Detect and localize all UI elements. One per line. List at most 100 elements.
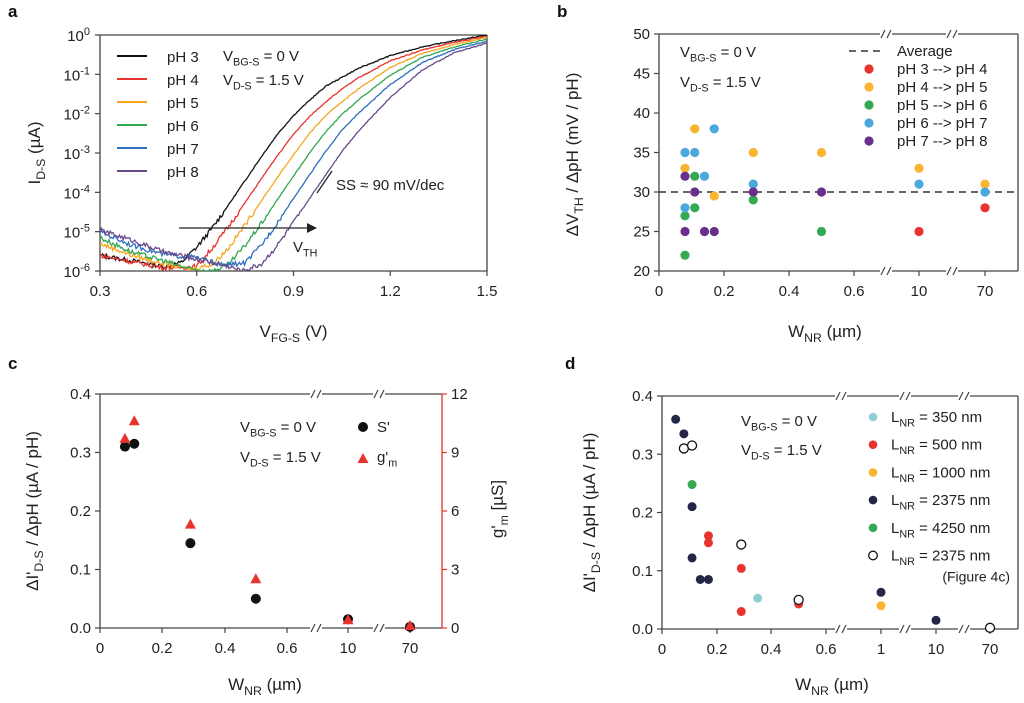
panel-d-legend-swatch xyxy=(868,412,878,422)
panel-b-legend-swatch xyxy=(864,118,874,128)
panel-d-axis-break-bottom-slash-2 xyxy=(964,624,970,634)
panel-b-point xyxy=(690,171,700,181)
panel-d-legend-label: LNR = 500 nm xyxy=(891,437,982,458)
panel-d-xtick-label: 0 xyxy=(658,641,666,658)
panel-d-legend-swatch xyxy=(868,523,878,533)
panel-b-legend-swatch xyxy=(864,64,874,74)
panel-c-xtick-label: 70 xyxy=(402,640,419,657)
panel-b-ytick-label: 45 xyxy=(633,66,650,83)
panel-b-point xyxy=(699,226,710,237)
panel-c-xtick-label: 10 xyxy=(340,640,357,657)
panel-a-vth-label: VTH xyxy=(293,239,317,260)
panel-d-point xyxy=(703,538,713,548)
panel-c-axis-break-bottom-slash-2 xyxy=(379,623,385,633)
panel-c: c 0.0 0.1 0.2 0.3 0.4 0 3 6 9 12 0 0.2 0.4 0.6 10 70 WNR … xyxy=(8,354,511,698)
panel-b-point xyxy=(709,124,719,134)
panel-d-legend-label: LNR = 2375 nm xyxy=(891,492,990,512)
panel-b: b 20 25 30 35 40 45 50 0 0.2 0.4 0.6 10 70 WNR (µm) ΔVT… xyxy=(557,2,1019,345)
panel-b-ytick-label: 40 xyxy=(633,105,650,122)
panel-d-xtick-label: 0.4 xyxy=(761,641,782,658)
panel-letter-d: d xyxy=(565,354,575,373)
panel-b-point xyxy=(690,124,700,134)
panel-d-point xyxy=(687,480,697,490)
panel-c-legend-label-s-prime: S' xyxy=(377,419,390,436)
panel-d-point xyxy=(679,429,689,439)
panel-b-legend-swatch xyxy=(864,82,874,92)
panel-c-xlabel: WNR (µm) xyxy=(228,675,302,698)
panel-d-xtick-label: 10 xyxy=(928,641,945,658)
panel-d-ytick-label: 0.3 xyxy=(632,446,653,463)
panel-c-axis-break-top-slash-1 xyxy=(373,389,379,399)
panel-c-right-ytick-label: 6 xyxy=(451,503,459,520)
panel-a-ytick-label: 10-6 xyxy=(64,262,90,281)
panel-d-point xyxy=(687,502,697,512)
panel-b-point xyxy=(980,203,990,213)
panel-c-point-gm xyxy=(184,518,196,529)
panel-c-point-s-prime xyxy=(129,438,140,449)
panel-b-axis-break-top-slash-2 xyxy=(886,29,892,39)
panel-b-condition-vbg: VBG-S = 0 V xyxy=(680,44,756,65)
panel-d-legend-label: LNR = 350 nm xyxy=(891,409,982,430)
panel-c-right-ytick-label: 0 xyxy=(451,620,459,637)
panel-a-legend-label: pH 3 xyxy=(167,49,199,66)
panel-d-point xyxy=(736,563,746,573)
panel-d-point xyxy=(753,593,763,603)
panel-d-condition-vbg: VBG-S = 0 V xyxy=(741,413,817,434)
panel-b-axis-break-top-slash-1 xyxy=(946,29,952,39)
panel-a-legend-label: pH 7 xyxy=(167,141,199,158)
panel-a-ylabel: ID-S (µA) xyxy=(25,122,48,185)
panel-d-ylabel: ΔI'D-S / ΔpH (µA / pH) xyxy=(580,433,603,593)
panel-d-condition-vds: VD-S = 1.5 V xyxy=(741,442,822,463)
panel-c-right-ytick-label: 9 xyxy=(451,445,459,462)
panel-a-curve-ph-8 xyxy=(100,42,487,271)
panel-d-point xyxy=(687,553,697,563)
panel-c-point-s-prime xyxy=(250,593,261,604)
panel-d-axis-break-top-slash-1 xyxy=(835,391,841,401)
panel-a-ytick-label: 10-4 xyxy=(64,183,90,202)
panel-c-axis-break-bottom-slash-1 xyxy=(373,623,379,633)
panel-b-ytick-label: 25 xyxy=(633,224,650,241)
panel-d-ytick-label: 0.2 xyxy=(632,505,653,522)
panel-d-point-open xyxy=(984,622,996,633)
panel-b-point xyxy=(690,187,700,197)
panel-d: d 0.0 0.1 0.2 0.3 0.4 0 0.2 0.4 0.6 1 10 70 WNR (µm) Δ… xyxy=(565,354,1019,698)
panel-b-point xyxy=(980,187,990,197)
panel-d-legend-label: LNR = 1000 nm xyxy=(891,464,990,485)
panel-d-ytick-label: 0.0 xyxy=(632,621,653,638)
panel-b-point xyxy=(816,187,827,197)
panel-c-legend-swatch-gm xyxy=(357,453,369,463)
panel-d-point xyxy=(703,574,713,584)
panel-d-point xyxy=(671,414,681,424)
panel-b-legend-label: pH 6 --> pH 7 xyxy=(897,115,987,132)
panel-a-ytick-label: 10-1 xyxy=(64,65,90,84)
panel-c-ylabel-right: g'm [µS] xyxy=(488,480,511,538)
panel-a-curve-ph-4 xyxy=(100,35,487,271)
panel-a-ytick-label: 100 xyxy=(67,26,90,45)
panel-d-axis-break-top-slash-1 xyxy=(958,391,964,401)
panel-d-axis-break-top-slash-2 xyxy=(841,391,847,401)
panel-d-xtick-label: 0.2 xyxy=(707,641,728,658)
panel-c-ytick-label: 0.2 xyxy=(70,503,91,520)
panel-c-point-gm xyxy=(404,620,416,631)
panel-d-point xyxy=(695,574,705,584)
panel-d-axis-break-bottom-slash-1 xyxy=(835,624,841,634)
panel-b-point xyxy=(914,163,924,173)
panel-d-axis-break-top-slash-2 xyxy=(964,391,970,401)
panel-a-ss-annotation: SS ≈ 90 mV/dec xyxy=(336,177,445,194)
panel-b-ytick-label: 50 xyxy=(633,26,650,43)
panel-a-ytick-label: 10-3 xyxy=(64,144,90,163)
panel-b-legend-label: pH 7 --> pH 8 xyxy=(897,133,987,150)
panel-d-xlabel: WNR (µm) xyxy=(795,675,869,698)
panel-c-axis-break-top-slash-1 xyxy=(310,389,316,399)
panel-d-ytick-label: 0.4 xyxy=(632,388,653,405)
panel-b-xtick-label: 0.4 xyxy=(779,283,800,300)
panel-b-point xyxy=(748,195,758,205)
panel-b-point xyxy=(699,171,710,181)
panel-d-legend-swatch xyxy=(868,550,878,561)
panel-b-point xyxy=(709,191,719,201)
panel-a-legend-label: pH 4 xyxy=(167,72,199,89)
panel-c-point-gm xyxy=(119,432,131,443)
panel-c-axis-break-bottom-slash-1 xyxy=(310,623,316,633)
panel-b-legend-swatch xyxy=(864,136,874,146)
panel-a-xtick-label: 0.9 xyxy=(283,283,304,300)
